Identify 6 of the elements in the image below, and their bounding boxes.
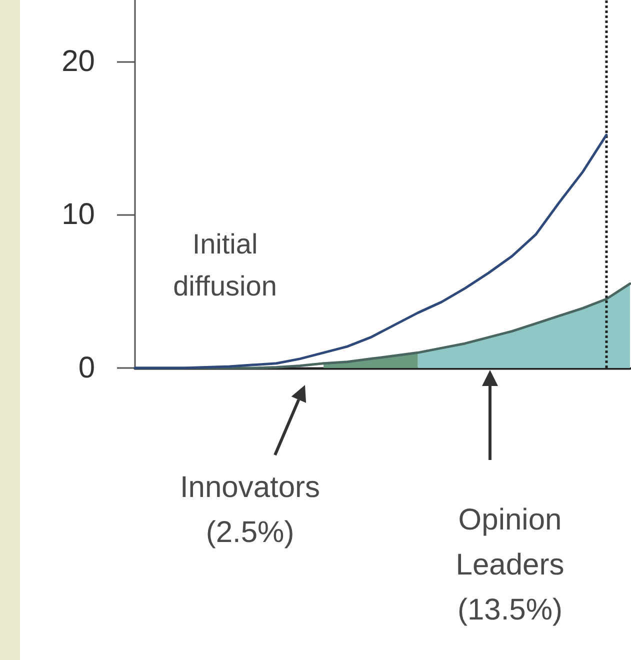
- text: Opinion Leaders (13.5%): [456, 504, 564, 626]
- text: Innovators (2.5%): [180, 471, 320, 549]
- y-tick-label: 0: [78, 352, 95, 384]
- annotation: Initial diffusion: [173, 228, 277, 302]
- y-tick-label: 10: [62, 198, 95, 232]
- y-tick-label: 20: [62, 44, 95, 78]
